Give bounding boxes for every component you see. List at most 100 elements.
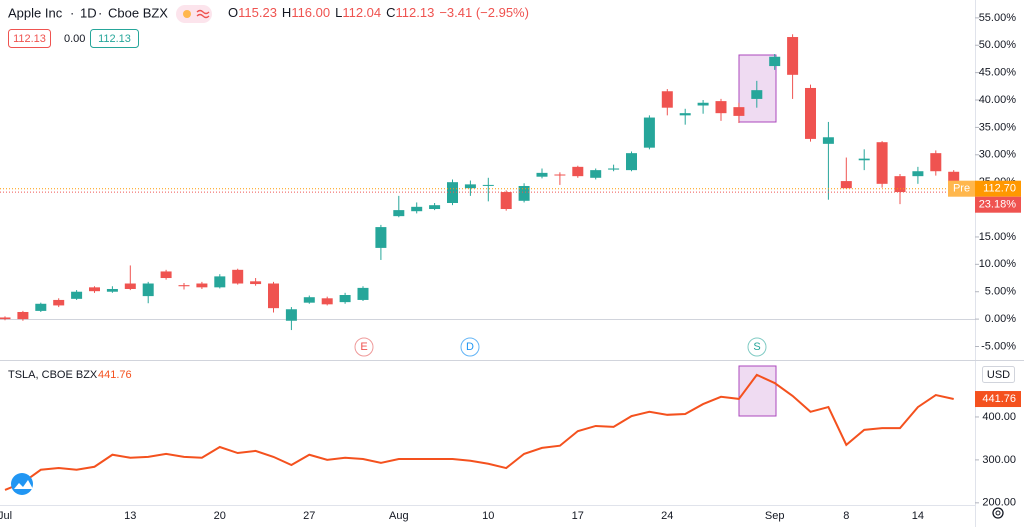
candle-body bbox=[626, 153, 637, 171]
event-label: E bbox=[360, 341, 367, 353]
candle-body bbox=[930, 153, 942, 172]
unit: USD bbox=[987, 369, 1010, 381]
candle-body bbox=[554, 174, 566, 176]
pre-name: Pre bbox=[953, 183, 970, 195]
gear-hub bbox=[995, 510, 1001, 516]
stat-value: 115.23 bbox=[238, 5, 277, 20]
pre-price: 112.70 bbox=[983, 183, 1016, 195]
candle-body bbox=[643, 117, 655, 148]
candle-body bbox=[822, 137, 834, 144]
candle-body bbox=[787, 37, 799, 75]
candle-body bbox=[268, 283, 279, 309]
candle-body bbox=[715, 101, 727, 114]
series-title: TSLA, CBOE BZX bbox=[8, 369, 98, 381]
candle-body bbox=[894, 176, 906, 193]
candle-body bbox=[214, 276, 226, 288]
event-marker[interactable] bbox=[460, 337, 480, 357]
x-tick-label: 14 bbox=[912, 510, 924, 522]
y-tick-label: 15.00% bbox=[979, 231, 1017, 243]
y2-tick-label: 300.00 bbox=[982, 454, 1016, 466]
candle-body bbox=[447, 182, 458, 203]
candle-body bbox=[411, 206, 423, 212]
x-tick-label: Jul bbox=[0, 510, 12, 522]
stat-key: L bbox=[335, 5, 342, 20]
candle-body bbox=[393, 210, 405, 217]
y-tick-label: 40.00% bbox=[979, 94, 1017, 106]
ask-box[interactable] bbox=[90, 29, 139, 48]
candle-body bbox=[160, 271, 172, 279]
bid-box[interactable] bbox=[8, 29, 51, 48]
x-tick-label: 8 bbox=[843, 510, 849, 522]
event-marker[interactable] bbox=[354, 337, 374, 357]
candle-body bbox=[71, 291, 83, 299]
bid: 112.13 bbox=[13, 33, 46, 45]
candle-body bbox=[464, 184, 476, 189]
candle-body bbox=[53, 299, 65, 306]
candle-body bbox=[250, 281, 262, 285]
candle-body bbox=[357, 287, 369, 300]
event-marker[interactable] bbox=[747, 337, 767, 357]
candle-body bbox=[536, 172, 548, 177]
x-tick-label: 10 bbox=[482, 510, 494, 522]
last-price-label: 23.18% bbox=[979, 199, 1017, 211]
gear bbox=[992, 507, 1004, 519]
candle-body bbox=[948, 171, 960, 182]
stat-value: 112.13 bbox=[396, 5, 435, 20]
candle-body bbox=[429, 205, 441, 210]
wave-icon bbox=[196, 9, 210, 19]
x-tick-label: 24 bbox=[661, 510, 673, 522]
candle-body bbox=[769, 56, 781, 67]
candle-body bbox=[500, 192, 512, 210]
sun-icon bbox=[183, 10, 191, 18]
ask: 112.13 bbox=[98, 33, 131, 45]
settings-icon[interactable] bbox=[992, 507, 1004, 519]
x-tick-label: Aug bbox=[389, 510, 409, 522]
candle-body bbox=[124, 283, 136, 289]
candle-body bbox=[572, 166, 584, 177]
y-tick-label: 55.00% bbox=[979, 12, 1017, 24]
last-value-label: 441.76 bbox=[982, 393, 1016, 405]
x-tick-label: 13 bbox=[124, 510, 136, 522]
candle-body bbox=[751, 90, 763, 99]
candle-body bbox=[178, 285, 190, 287]
candle-body bbox=[285, 309, 297, 321]
highlight-box bbox=[738, 54, 777, 123]
last-price-box bbox=[975, 196, 1021, 213]
logo-shape bbox=[14, 480, 33, 489]
price-line bbox=[4, 373, 954, 491]
logo-circle bbox=[11, 473, 33, 495]
x-tick-label: 27 bbox=[303, 510, 315, 522]
candle-body bbox=[196, 283, 208, 288]
session-icons bbox=[176, 5, 212, 23]
stat-key: H bbox=[282, 5, 291, 20]
candle-body bbox=[697, 102, 709, 106]
spread: 0.00 bbox=[64, 33, 85, 45]
event-label: S bbox=[753, 341, 760, 353]
candle-body bbox=[608, 168, 620, 170]
exchange: Cboe BZX bbox=[108, 5, 168, 20]
x-tick-label: Sep bbox=[765, 510, 785, 522]
y-tick-label: 45.00% bbox=[979, 67, 1017, 79]
candle-body bbox=[303, 297, 315, 303]
ohlc-legend: O115.23 H116.00 L112.04 C112.13 −3.41 (−2.95… bbox=[228, 5, 529, 20]
logo[interactable] bbox=[11, 473, 33, 495]
candle-body bbox=[912, 171, 924, 177]
candle-body bbox=[590, 170, 602, 178]
last-value-box bbox=[975, 391, 1021, 408]
candle-body bbox=[35, 303, 47, 311]
pre-tag bbox=[948, 180, 975, 197]
candle-body bbox=[0, 317, 11, 320]
unit-box bbox=[982, 366, 1015, 383]
candle-body bbox=[518, 186, 530, 201]
candle-body bbox=[661, 91, 673, 108]
interval: 1D bbox=[80, 5, 97, 20]
change: −3.41 (−2.95%) bbox=[439, 5, 529, 20]
y2-tick-label: 400.00 bbox=[982, 411, 1016, 423]
x-tick-label: 17 bbox=[572, 510, 584, 522]
candle-body bbox=[89, 287, 100, 292]
candle-body bbox=[679, 113, 691, 116]
candle-body bbox=[17, 311, 29, 320]
candle-body bbox=[375, 227, 387, 248]
symbol: Apple Inc bbox=[8, 5, 63, 20]
